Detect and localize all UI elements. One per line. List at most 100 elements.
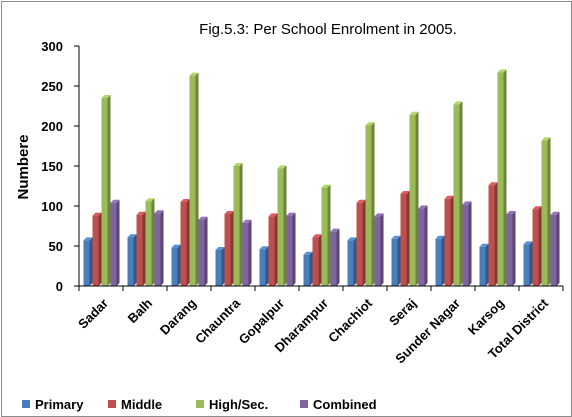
bar-primary-balh (127, 234, 137, 286)
bar-combined-chauntra (242, 219, 252, 286)
bar (550, 214, 557, 286)
bar-primary-seraj (391, 235, 401, 286)
bar-top (550, 211, 560, 215)
bar (391, 238, 398, 286)
bar-top (198, 216, 208, 220)
bar-side (362, 199, 366, 286)
bar-side (186, 199, 190, 286)
bar-top (136, 211, 146, 215)
bar (453, 104, 460, 287)
bar-side (318, 234, 322, 286)
x-tick-label: Balh (125, 295, 156, 326)
bar (171, 247, 178, 286)
bar-top (523, 241, 533, 245)
bar-side (529, 241, 533, 286)
bar (286, 215, 293, 286)
bar-primary-chachiot (347, 237, 357, 286)
bar-high-sec--gopalpur (277, 165, 287, 286)
bar-side (309, 251, 313, 286)
bar-top (488, 182, 498, 186)
legend-swatch (22, 400, 30, 408)
bar-side (336, 228, 340, 286)
legend-item: High/Sec. (196, 397, 268, 412)
bar-high-sec--total-district (541, 137, 551, 286)
bar (409, 114, 416, 286)
bar-middle-karsog (488, 182, 498, 286)
y-tick-label: 200 (41, 119, 63, 134)
bar-primary-dharampur (303, 251, 313, 286)
bar (444, 198, 451, 286)
bar-top (444, 195, 454, 199)
bar-top (532, 206, 542, 210)
bar-top (462, 201, 472, 205)
bar-side (89, 237, 93, 286)
bar (321, 187, 328, 286)
bar-side (485, 243, 489, 286)
bar-top (506, 211, 516, 214)
bar (532, 209, 539, 286)
bar-side (177, 244, 181, 286)
bar-middle-chauntra (224, 211, 234, 286)
bar-primary-total-district (523, 241, 533, 286)
bar-side (512, 211, 516, 286)
x-tick-label: Sadar (75, 296, 111, 332)
bars (83, 69, 560, 287)
legend-label: Primary (35, 397, 84, 412)
bar-top (541, 137, 551, 141)
bar-top (154, 210, 164, 214)
bar (435, 238, 442, 286)
bar-side (441, 235, 445, 286)
x-axis-ticks: Sadar Balh DarangChauntraGopalpurDharampur… (75, 286, 564, 366)
bar (462, 204, 469, 286)
x-tick-label: Chauntra (192, 295, 243, 346)
bar-top (259, 246, 269, 250)
bar-side (107, 95, 111, 286)
bar-top (286, 212, 296, 216)
bar-top (233, 163, 243, 166)
y-tick-label: 250 (41, 79, 63, 94)
bar-side (450, 195, 454, 286)
bar-top (418, 205, 428, 209)
bar-side (248, 219, 252, 286)
bar-side (221, 247, 225, 286)
bar-top (268, 213, 278, 217)
bar (418, 208, 425, 286)
bar-combined-chachiot (374, 213, 384, 286)
bar-side (230, 211, 234, 286)
bar-high-sec--sadar (101, 95, 111, 286)
bar-middle-dharampur (312, 234, 322, 286)
bar-high-sec--sunder-nagar (453, 101, 463, 287)
bar-middle-sunder-nagar (444, 195, 454, 286)
bar (110, 202, 117, 286)
bar-top (479, 243, 489, 247)
bar-side (98, 212, 102, 286)
bar-top (391, 235, 401, 239)
bar-side (274, 213, 278, 286)
bar (259, 249, 266, 286)
bar-middle-seraj (400, 191, 410, 286)
y-tick-label: 100 (41, 199, 63, 214)
bar (154, 213, 161, 286)
bar-side (371, 122, 375, 286)
bar (347, 240, 354, 286)
legend-label: Combined (313, 397, 377, 412)
bar-top (83, 237, 93, 241)
bar-middle-balh (136, 211, 146, 286)
bar-side (116, 199, 120, 286)
bar-side (380, 213, 384, 286)
axes (78, 46, 563, 287)
bar-top (303, 251, 313, 255)
bar-top (171, 244, 181, 248)
bar-top (189, 72, 199, 76)
x-tick-label: Darang (157, 295, 199, 337)
bar-top (435, 235, 445, 239)
bar (92, 215, 99, 286)
bar-side (151, 198, 155, 286)
x-tick-label: Karsog (465, 295, 507, 337)
bar-side (195, 72, 199, 286)
bar-side (283, 165, 287, 286)
bar-combined-darang (198, 216, 208, 286)
bar-combined-total-district (550, 211, 560, 286)
bar-primary-gopalpur (259, 246, 269, 286)
